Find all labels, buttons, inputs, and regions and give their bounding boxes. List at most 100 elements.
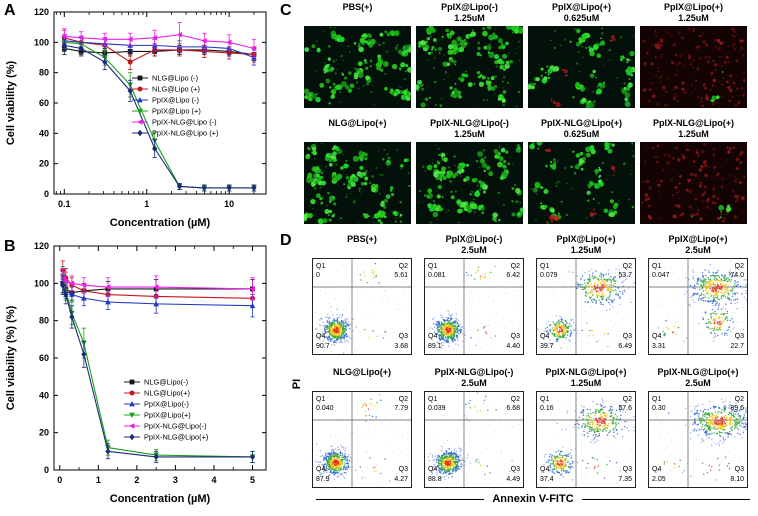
panel-b: B 0 20 40 60 80 100 120 0 1 2 3 4 5 Concentration (µM… xyxy=(0,236,276,516)
svg-text:NLG@Lipo (+): NLG@Lipo (+) xyxy=(152,85,200,94)
svg-text:4.40: 4.40 xyxy=(506,343,520,350)
svg-text:Concentration (µM): Concentration (µM) xyxy=(110,217,211,229)
svg-text:Q3: Q3 xyxy=(511,333,520,340)
svg-text:0.081: 0.081 xyxy=(428,272,446,279)
sample-dose: 1.25uM xyxy=(416,13,523,24)
svg-text:100: 100 xyxy=(34,37,49,47)
svg-text:Q4: Q4 xyxy=(316,466,325,473)
flow-cell: PpIX-NLG@Lipo(-) 2.5uM Q1 0.039 Q2 6.68 Q4 88.8… xyxy=(424,367,524,488)
svg-text:Q4: Q4 xyxy=(316,333,325,340)
flow-cell-header: NLG@Lipo(+) xyxy=(312,367,412,391)
flow-cell-header: PpIX@Lipo(-) 2.5uM xyxy=(424,234,524,258)
microscopy-cell-header: PpIX-NLG@Lipo(+) 0.625uM xyxy=(528,118,635,142)
svg-text:60: 60 xyxy=(39,98,49,108)
svg-text:0: 0 xyxy=(57,475,62,485)
svg-text:Q3: Q3 xyxy=(399,466,408,473)
flow-cell: PpIX-NLG@Lipo(+) 1.25uM Q1 0.16 Q2 57.6 Q4 37.4… xyxy=(536,367,636,488)
sample-dose: 1.25uM xyxy=(640,13,747,24)
svg-text:0.1: 0.1 xyxy=(58,199,71,209)
axis-line-right xyxy=(582,499,750,500)
annexin-axis-row: Annexin V-FITC xyxy=(316,493,750,505)
sample-name: NLG@Lipo(+) xyxy=(312,367,412,378)
sample-name: PpIX@Lipo(+) xyxy=(528,2,635,13)
panel-b-letter: B xyxy=(4,238,16,256)
panel-a-letter: A xyxy=(4,2,16,20)
fluorescence-image xyxy=(304,142,411,224)
svg-text:53.7: 53.7 xyxy=(618,272,632,279)
sample-name: PBS(+) xyxy=(304,2,411,13)
sample-dose: 0.625uM xyxy=(528,13,635,24)
flow-cell-header: PpIX-NLG@Lipo(+) 2.5uM xyxy=(648,367,748,391)
svg-text:80: 80 xyxy=(39,68,49,78)
sample-name: PpIX@Lipo(-) xyxy=(424,234,524,245)
sample-name: PpIX-NLG@Lipo(+) xyxy=(536,367,636,378)
microscopy-cell: PpIX@Lipo(+) 0.625uM xyxy=(528,2,635,108)
flow-cell-header: PBS(+) xyxy=(312,234,412,258)
sample-name: NLG@Lipo(+) xyxy=(304,118,411,129)
fluorescence-image xyxy=(416,142,523,224)
microscopy-cell: NLG@Lipo(+) xyxy=(304,118,411,224)
svg-text:22.7: 22.7 xyxy=(730,343,744,350)
svg-text:6.42: 6.42 xyxy=(506,272,520,279)
svg-text:Q2: Q2 xyxy=(511,263,520,270)
panel-a: A 0 20 40 60 80 100 120 0.1 1 10 Concentration (µM… xyxy=(0,0,276,236)
panel-c: C PBS(+) PpIX@Lipo(-) 1.25uM PpIX@Lipo(+) 0.… xyxy=(276,0,758,230)
svg-text:20: 20 xyxy=(39,159,49,169)
microscopy-cell-header: PpIX@Lipo(-) 1.25uM xyxy=(416,2,523,26)
svg-text:Q3: Q3 xyxy=(623,333,632,340)
flow-cell-header: PpIX-NLG@Lipo(+) 1.25uM xyxy=(536,367,636,391)
svg-text:120: 120 xyxy=(34,7,49,17)
svg-text:Q2: Q2 xyxy=(399,396,408,403)
panel-d: D PI PBS(+) Q1 0 Q2 5.61 Q4 90.7 Q3 3.68 PpIX@Lip… xyxy=(276,230,758,516)
fluorescence-image xyxy=(640,142,747,224)
svg-text:Q1: Q1 xyxy=(540,263,549,270)
svg-text:0.040: 0.040 xyxy=(316,405,334,412)
svg-text:PpIX-NLG@Lipo(-): PpIX-NLG@Lipo(-) xyxy=(144,422,207,431)
svg-text:6.49: 6.49 xyxy=(618,343,632,350)
svg-text:PpIX@Lipo (-): PpIX@Lipo (-) xyxy=(152,96,199,105)
axis-line-left xyxy=(316,499,484,500)
flow-cytometry-plot: Q1 0.040 Q2 7.79 Q4 87.9 Q3 4.27 xyxy=(312,391,412,488)
svg-text:Q2: Q2 xyxy=(399,263,408,270)
sample-dose: 2.5uM xyxy=(648,378,748,389)
svg-text:Q4: Q4 xyxy=(540,333,549,340)
svg-text:Q1: Q1 xyxy=(316,263,325,270)
fluorescence-image xyxy=(528,142,635,224)
sample-name: PpIX-NLG@Lipo(+) xyxy=(648,367,748,378)
svg-text:Q4: Q4 xyxy=(652,333,661,340)
svg-text:Q3: Q3 xyxy=(399,333,408,340)
flow-cytometry-plot: Q10.047Q274.0Q43.31Q322.7 xyxy=(648,258,748,355)
sample-dose: 1.25uM xyxy=(536,378,636,389)
sample-dose: 1.25uM xyxy=(416,129,523,140)
svg-text:4.27: 4.27 xyxy=(394,476,408,483)
flow-cell: PpIX-NLG@Lipo(+) 2.5uM Q1 0.30 Q2 89.6 Q4 2.05 Q… xyxy=(648,367,748,488)
flow-cell-header: PpIX@Lipo(+) 2.5uM xyxy=(648,234,748,258)
flow-cell: PpIX@Lipo(+) 1.25uM Q1 0.079 Q2 53.7 Q4 39.7 Q3 6… xyxy=(536,234,636,355)
fluorescence-image xyxy=(528,26,635,108)
svg-text:4: 4 xyxy=(211,475,216,485)
sample-name: PpIX@Lipo(+) xyxy=(536,234,636,245)
svg-text:Q2: Q2 xyxy=(735,263,744,270)
sample-name: PpIX-NLG@Lipo(-) xyxy=(416,118,523,129)
sample-dose: 2.5uM xyxy=(648,245,748,256)
sample-dose: 2.5uM xyxy=(424,378,524,389)
flow-cytometry-plot: Q10.16Q257.6Q437.4Q37.35 xyxy=(536,391,636,488)
svg-text:PpIX@Lipo(-): PpIX@Lipo(-) xyxy=(144,400,189,409)
flow-cytometry-plot: Q10.039Q26.68Q488.8Q34.49 xyxy=(424,391,524,488)
svg-text:90.7: 90.7 xyxy=(316,343,330,350)
svg-text:3.31: 3.31 xyxy=(652,343,666,350)
svg-text:Concentration (µM): Concentration (µM) xyxy=(110,493,211,505)
flow-grid: PBS(+) Q1 0 Q2 5.61 Q4 90.7 Q3 3.68 PpIX@Lipo(-) 2… xyxy=(312,234,748,488)
svg-text:40: 40 xyxy=(39,128,49,138)
svg-text:80: 80 xyxy=(39,316,49,326)
svg-text:Q3: Q3 xyxy=(735,333,744,340)
flow-cell-header: PpIX@Lipo(+) 1.25uM xyxy=(536,234,636,258)
svg-text:Q4: Q4 xyxy=(428,333,437,340)
panel-d-letter: D xyxy=(280,232,292,250)
sample-dose: 2.5uM xyxy=(424,245,524,256)
sample-name: PpIX@Lipo(+) xyxy=(648,234,748,245)
panel-c-letter: C xyxy=(280,2,292,20)
svg-text:0: 0 xyxy=(316,272,320,279)
svg-text:NLG@Lipo (-): NLG@Lipo (-) xyxy=(152,74,198,83)
sample-dose: 0.625uM xyxy=(528,129,635,140)
